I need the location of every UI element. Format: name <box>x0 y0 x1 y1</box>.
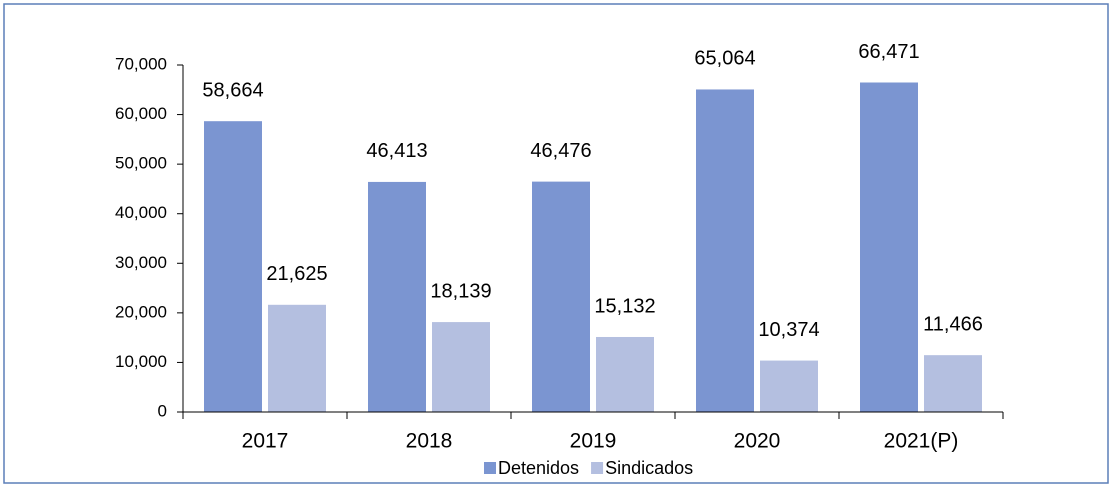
x-tick-label: 2017 <box>242 430 289 453</box>
legend-label: Sindicados <box>605 458 693 478</box>
x-tick-label: 2018 <box>406 430 453 453</box>
value-label: 66,471 <box>858 41 919 63</box>
legend-swatch <box>484 462 496 474</box>
y-tick-label: 0 <box>158 401 167 420</box>
bar <box>268 304 326 412</box>
bar <box>204 121 262 413</box>
y-tick-label: 20,000 <box>115 302 167 321</box>
value-label: 46,413 <box>366 140 427 162</box>
value-label: 58,664 <box>202 79 263 101</box>
legend-swatch <box>591 462 604 474</box>
y-tick-label: 30,000 <box>115 253 167 272</box>
value-label: 10,374 <box>758 319 819 341</box>
value-label: 21,625 <box>266 263 327 285</box>
value-label: 11,466 <box>923 313 983 335</box>
x-tick-label: 2021(P) <box>884 430 959 453</box>
bar <box>432 322 490 412</box>
y-tick-label: 60,000 <box>115 104 167 123</box>
value-label: 15,132 <box>594 295 655 317</box>
legend-label: Detenidos <box>498 458 579 478</box>
bar <box>760 360 818 412</box>
bar <box>596 336 654 412</box>
bar <box>368 181 426 412</box>
value-label: 65,064 <box>694 48 755 70</box>
y-tick-label: 40,000 <box>115 203 167 222</box>
x-tick-label: 2019 <box>570 430 617 453</box>
bar <box>860 82 918 412</box>
y-tick-label: 10,000 <box>115 352 167 371</box>
value-label: 46,476 <box>530 140 591 162</box>
bar <box>532 181 590 412</box>
y-tick-label: 50,000 <box>115 154 167 173</box>
bar <box>696 89 754 413</box>
bar <box>924 355 982 412</box>
y-tick-label: 70,000 <box>115 54 167 73</box>
value-label: 18,139 <box>430 280 491 302</box>
x-tick-label: 2020 <box>734 430 781 453</box>
